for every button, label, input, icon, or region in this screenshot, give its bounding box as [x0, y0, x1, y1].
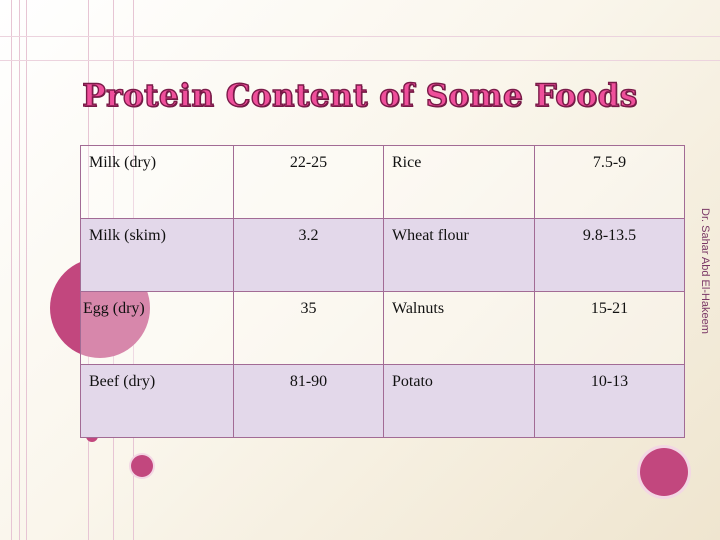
- protein-table: Milk (dry) 22-25 Rice 7.5-9 Milk (skim) …: [80, 145, 685, 438]
- decor-line: [0, 36, 720, 37]
- decor-line: [0, 60, 720, 61]
- value-cell: 7.5-9: [534, 145, 685, 219]
- value-cell: 81-90: [233, 364, 384, 438]
- food-cell: Milk (dry): [80, 145, 234, 219]
- table-row: Milk (dry) 22-25 Rice 7.5-9: [80, 145, 685, 219]
- value-cell: 3.2: [233, 218, 384, 292]
- table-row: Milk (skim) 3.2 Wheat flour 9.8-13.5: [80, 218, 685, 292]
- food-cell: Potato: [383, 364, 535, 438]
- food-cell: Walnuts: [383, 291, 535, 365]
- value-cell: 10-13: [534, 364, 685, 438]
- food-cell: Beef (dry): [80, 364, 234, 438]
- value-cell: 15-21: [534, 291, 685, 365]
- food-cell: Rice: [383, 145, 535, 219]
- value-cell: 35: [233, 291, 384, 365]
- decor-line: [26, 0, 27, 540]
- table-row: Beef (dry) 81-90 Potato 10-13: [80, 364, 685, 438]
- decor-line: [19, 0, 20, 540]
- food-cell: Egg (dry): [80, 291, 234, 365]
- decor-line: [11, 0, 12, 540]
- value-cell: 9.8-13.5: [534, 218, 685, 292]
- author-label: Dr. Sahar Abd El-Hakeem: [699, 208, 711, 334]
- food-cell: Wheat flour: [383, 218, 535, 292]
- value-cell: 22-25: [233, 145, 384, 219]
- decor-circle: [131, 455, 153, 477]
- food-cell: Milk (skim): [80, 218, 234, 292]
- table-row: Egg (dry) 35 Walnuts 15-21: [80, 291, 685, 365]
- decor-circle: [640, 448, 688, 496]
- page-title: Protein Content of Some Foods: [82, 77, 638, 114]
